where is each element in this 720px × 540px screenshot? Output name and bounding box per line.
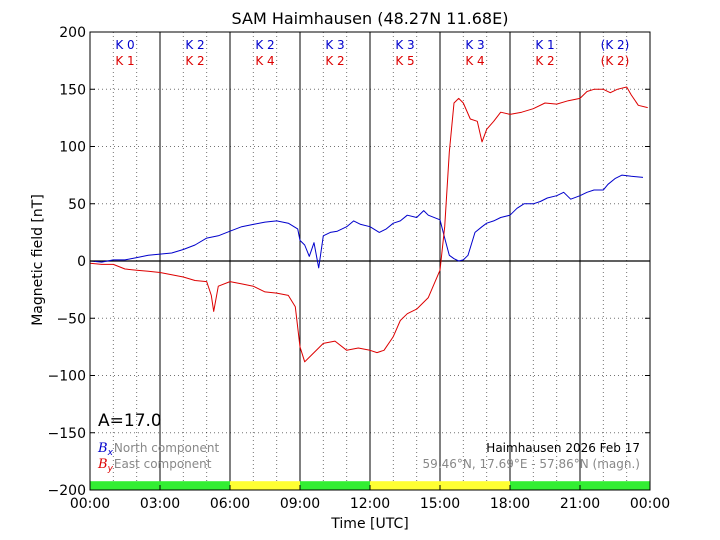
k-index-north: K 3 — [325, 38, 344, 52]
x-tick-label: 15:00 — [420, 496, 460, 512]
y-tick-label: 200 — [59, 25, 86, 41]
y-tick-label: 100 — [59, 140, 86, 156]
k-index-north: K 1 — [535, 38, 554, 52]
x-tick-label: 00:00 — [70, 496, 110, 512]
y-axis-label: Magnetic field [nT] — [30, 194, 46, 326]
x-tick-label: 00:00 — [630, 496, 670, 512]
x-tick-label: 09:00 — [280, 496, 320, 512]
legend-sub-east: y — [107, 464, 114, 474]
k-index-north: K 3 — [395, 38, 414, 52]
k-index-east: K 2 — [185, 54, 204, 68]
y-tick-label: −100 — [48, 369, 86, 385]
activity-segment — [90, 481, 160, 490]
y-ticks: −200 −150 −100 −50 0 50 100 150 200 — [48, 25, 650, 499]
activity-bar — [90, 481, 650, 490]
k-index-north: K 2 — [255, 38, 274, 52]
activity-segment — [510, 481, 580, 490]
x-tick-label: 18:00 — [490, 496, 530, 512]
k-index-east: K 2 — [325, 54, 344, 68]
activity-segment — [370, 481, 440, 490]
legend: BxNorth component ByEast component — [97, 441, 219, 474]
x-tick-label: 06:00 — [210, 496, 250, 512]
x-tick-label: 12:00 — [350, 496, 390, 512]
legend-sub-north: x — [107, 448, 114, 458]
a-index-label: A=17.0 — [98, 411, 162, 431]
legend-symbol-east: B — [97, 457, 108, 472]
k-index-labels: K 0 K 2 K 2 K 3 K 3 K 3 K 1 (K 2) K 1 K 2 K 4 K 2 K … — [115, 38, 629, 68]
y-tick-label: 150 — [59, 82, 86, 98]
activity-segment — [300, 481, 370, 490]
activity-segment — [580, 481, 650, 490]
legend-text-east: East component — [114, 457, 212, 471]
k-index-east: K 4 — [465, 54, 484, 68]
k-index-east: K 5 — [395, 54, 414, 68]
k-index-north: K 3 — [465, 38, 484, 52]
activity-segment — [230, 481, 300, 490]
y-tick-label: −50 — [56, 311, 86, 327]
k-index-north: K 0 — [115, 38, 134, 52]
series-east-line — [89, 86, 648, 363]
x-ticks: 00:00 03:00 06:00 09:00 12:00 15:00 18:00 21:00… — [70, 32, 670, 512]
series-lines — [89, 86, 648, 363]
y-tick-label: 0 — [77, 254, 86, 270]
k-index-east: (K 2) — [601, 54, 630, 68]
series-north-line — [89, 174, 644, 269]
k-index-north: K 2 — [185, 38, 204, 52]
coords-info: 59.46°N, 17.69°E - 57.86°N (magn.) — [423, 457, 640, 471]
legend-text-north: North component — [114, 441, 220, 455]
x-tick-label: 03:00 — [140, 496, 180, 512]
x-axis-label: Time [UTC] — [330, 516, 408, 532]
k-index-east: K 1 — [115, 54, 134, 68]
chart-title: SAM Haimhausen (48.27N 11.68E) — [232, 9, 509, 28]
y-tick-label: 50 — [68, 197, 86, 213]
legend-item-north: BxNorth component — [97, 441, 219, 458]
k-index-north: (K 2) — [601, 38, 630, 52]
k-index-east: K 2 — [535, 54, 554, 68]
k-index-east: K 4 — [255, 54, 274, 68]
x-tick-label: 21:00 — [560, 496, 600, 512]
y-tick-label: −150 — [48, 426, 86, 442]
activity-segment — [440, 481, 510, 490]
legend-symbol-north: B — [97, 441, 108, 456]
activity-segment — [160, 481, 230, 490]
y-tick-label: −200 — [48, 483, 86, 499]
station-info: Haimhausen 2026 Feb 17 — [486, 441, 640, 455]
legend-item-east: ByEast component — [97, 457, 212, 474]
